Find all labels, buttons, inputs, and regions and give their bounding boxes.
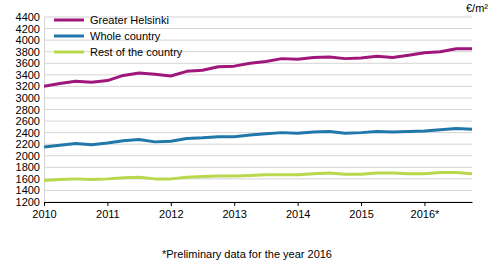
legend-swatch (54, 35, 84, 38)
y-tick-label: 1200 (16, 196, 40, 208)
legend-label: Rest of the country (90, 46, 183, 58)
x-tick: 2011 (96, 202, 120, 220)
grid-line (44, 190, 472, 191)
y-tick: 2600 (16, 115, 44, 127)
x-axis-line (45, 202, 473, 203)
y-tick: 1800 (16, 161, 44, 173)
x-tick: 2013 (222, 202, 246, 220)
series-line (44, 173, 472, 181)
x-tick-mark (298, 202, 299, 206)
y-tick: 3000 (16, 92, 44, 104)
grid-line (44, 109, 472, 110)
x-tick: 2014 (286, 202, 310, 220)
x-tick-mark (424, 202, 425, 206)
y-tick-label: 1800 (16, 161, 40, 173)
y-tick: 1400 (16, 184, 44, 196)
y-tick-label: 3800 (16, 46, 40, 58)
grid-line (44, 167, 472, 168)
x-tick: 2016* (411, 202, 440, 220)
y-tick-label: 2000 (16, 150, 40, 162)
legend-label: Greater Helsinki (90, 14, 169, 26)
grid-line (44, 155, 472, 156)
y-tick-label: 3400 (16, 69, 40, 81)
y-tick-label: 4000 (16, 34, 40, 46)
y-tick: 2200 (16, 138, 44, 150)
legend-label: Whole country (90, 30, 161, 42)
grid-line (44, 97, 472, 98)
y-tick: 1600 (16, 173, 44, 185)
legend: Greater Helsinki Whole country Rest of the… (54, 14, 183, 58)
grid-line (44, 28, 472, 29)
x-tick-mark (107, 202, 108, 206)
x-tick: 2015 (349, 202, 373, 220)
x-tick-mark (44, 202, 45, 206)
grid (44, 17, 472, 202)
x-tick-label: 2014 (286, 208, 310, 220)
y-tick: 3200 (16, 80, 44, 92)
x-tick-label: 2010 (32, 208, 56, 220)
y-tick-label: 3000 (16, 92, 40, 104)
y-tick-label: 4200 (16, 23, 40, 35)
y-tick-label: 1400 (16, 184, 40, 196)
x-tick-mark (171, 202, 172, 206)
x-tick: 2012 (159, 202, 183, 220)
y-axis-line (44, 18, 45, 203)
footnote: *Preliminary data for the year 2016 (162, 248, 332, 260)
plot-lines (44, 49, 472, 181)
x-axis: 2010 2011 2012 2013 2014 2015 2016* (32, 202, 472, 220)
y-tick: 3600 (16, 57, 44, 69)
x-tick-label: 2011 (96, 208, 120, 220)
y-tick-label: 1600 (16, 173, 40, 185)
y-axis: 1200140016001800200022002400260028003000… (16, 11, 45, 208)
x-tick-label: 2016* (411, 208, 440, 220)
y-tick: 3400 (16, 69, 44, 81)
x-tick-label: 2013 (222, 208, 246, 220)
y-tick: 2800 (16, 104, 44, 116)
y-tick: 4400 (16, 11, 44, 23)
y-tick-label: 2600 (16, 115, 40, 127)
grid-line (44, 86, 472, 87)
grid-line (44, 121, 472, 122)
x-tick: 2010 (32, 202, 56, 220)
series-line (44, 129, 472, 148)
x-tick-mark (361, 202, 362, 206)
y-tick-label: 4400 (16, 11, 40, 23)
y-tick: 2000 (16, 150, 44, 162)
y-tick-label: 2800 (16, 104, 40, 116)
y-tick-label: 2200 (16, 138, 40, 150)
x-tick-label: 2015 (349, 208, 373, 220)
y-tick: 3800 (16, 46, 44, 58)
chart: 1200140016001800200022002400260028003000… (0, 0, 494, 265)
y-tick-label: 3200 (16, 80, 40, 92)
y-tick-label: 3600 (16, 57, 40, 69)
x-tick-mark (234, 202, 235, 206)
y-tick: 2400 (16, 127, 44, 139)
y-tick: 1200 (16, 196, 44, 208)
x-tick-label: 2012 (159, 208, 183, 220)
y-tick: 4000 (16, 34, 44, 46)
y-tick-label: 2400 (16, 127, 40, 139)
grid-line (44, 74, 472, 75)
y-axis-label: €/m² (466, 2, 488, 14)
legend-swatch (54, 19, 84, 22)
legend-swatch (54, 51, 84, 54)
y-tick: 4200 (16, 23, 44, 35)
